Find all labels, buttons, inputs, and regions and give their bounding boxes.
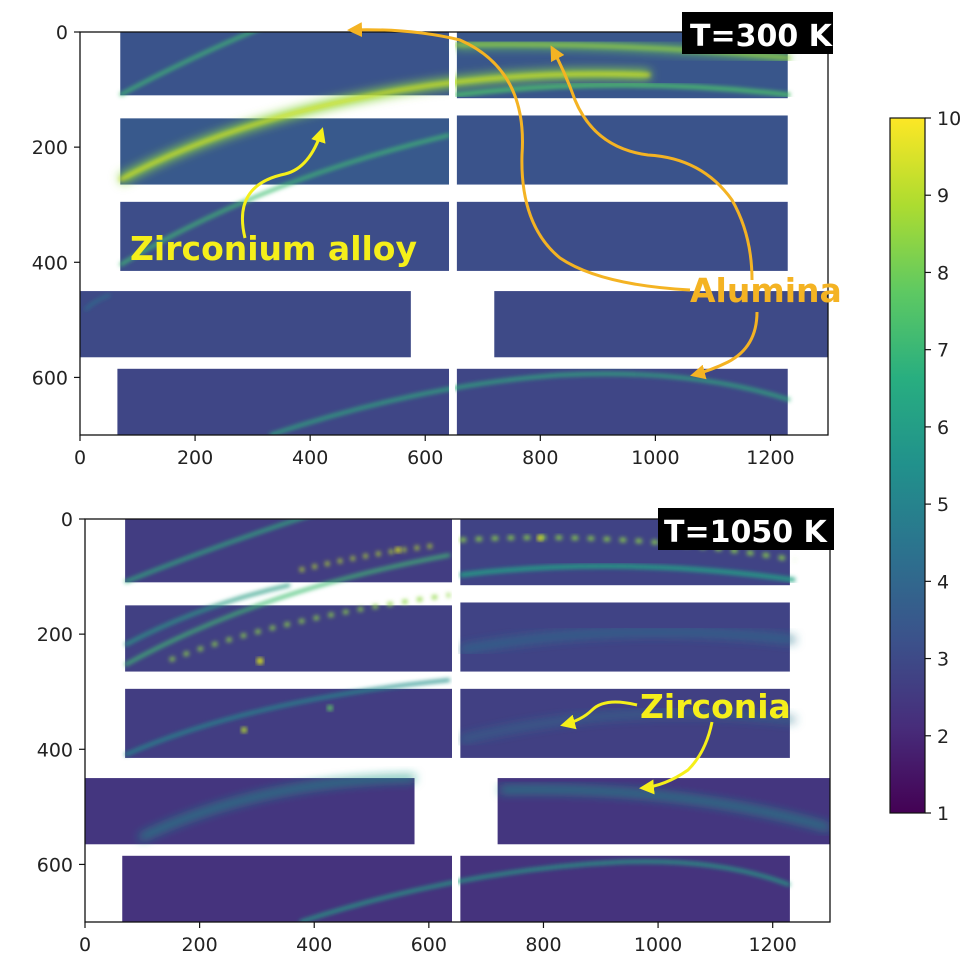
colorbar-tick-label: 4	[937, 571, 949, 593]
x-tick-label: 800	[525, 934, 561, 956]
detector-panel-7	[85, 778, 415, 845]
y-tick-label: 200	[37, 624, 73, 646]
colorbar-tick-label: 10	[937, 108, 961, 130]
y-tick-label: 200	[32, 137, 68, 159]
colorbar-tick-label: 9	[937, 185, 949, 207]
zirconia-label: Zirconia	[640, 687, 791, 726]
detector-panel-10	[460, 855, 790, 922]
y-axis-ticks-top: 0 200 400 600	[32, 22, 80, 389]
detector-panel-6	[460, 688, 790, 758]
x-tick-label: 200	[181, 934, 217, 956]
annotation-zirconium-alloy: Zirconium alloy	[130, 127, 417, 268]
detector-panel-9	[122, 855, 455, 922]
heatmap-t300: 0 200 400 600 800 1000 1200 0 200 400 600 T=300 K	[32, 12, 834, 469]
colorbar-tick-label: 1	[937, 803, 949, 825]
colorbar-tick-label: 7	[937, 340, 949, 362]
y-axis-ticks-bottom: 0 200 400 600	[37, 509, 85, 876]
temperature-badge-300	[682, 12, 833, 54]
detector-panel-10	[456, 368, 788, 435]
y-tick-label: 0	[61, 509, 73, 531]
temperature-badge-1050	[658, 508, 834, 550]
diffraction-rings-bottom	[124, 519, 830, 922]
y-tick-label: 600	[32, 367, 68, 389]
x-tick-label: 1200	[746, 447, 794, 469]
detector-panel-7	[80, 291, 411, 358]
detector-panel-5	[125, 688, 455, 758]
x-tick-label: 0	[79, 934, 91, 956]
temperature-label-300: T=300 K	[690, 19, 834, 54]
x-tick-label: 1200	[749, 934, 797, 956]
colorbar-tick-label: 5	[937, 494, 949, 516]
y-tick-label: 400	[37, 739, 73, 761]
colorbar-tick-label: 8	[937, 262, 949, 284]
colorbar: 1 2 3 4 5 6 7 8 9 10	[889, 108, 961, 825]
detector-panel-6	[456, 201, 788, 271]
annotation-alumina: Alumina	[347, 22, 842, 380]
y-tick-label: 600	[37, 854, 73, 876]
x-tick-label: 200	[177, 447, 213, 469]
x-tick-label: 1000	[634, 934, 682, 956]
y-tick-label: 400	[32, 252, 68, 274]
x-tick-label: 0	[74, 447, 86, 469]
colorbar-ticks: 1 2 3 4 5 6 7 8 9 10	[925, 108, 961, 825]
colorbar-tick-label: 2	[937, 726, 949, 748]
heatmap-t1050: 0 200 400 600 800 1000 1200 0 200 400 600 T=1050 …	[37, 508, 834, 956]
detector-panel-5	[120, 201, 452, 271]
x-tick-label: 600	[411, 934, 447, 956]
x-tick-label: 1000	[631, 447, 679, 469]
x-tick-label: 400	[296, 934, 332, 956]
detector-panel-8	[494, 291, 828, 358]
annotation-zirconia: Zirconia	[560, 687, 791, 795]
colorbar-gradient	[889, 117, 926, 814]
detector-panel-1	[120, 32, 452, 96]
temperature-label-1050: T=1050 K	[664, 515, 829, 550]
x-tick-label: 800	[522, 447, 558, 469]
detector-panel-9	[117, 368, 452, 435]
zirconium-alloy-label: Zirconium alloy	[130, 229, 417, 268]
colorbar-tick-label: 3	[937, 649, 949, 671]
x-axis-ticks-bottom: 0 200 400 600 800 1000 1200	[79, 922, 797, 956]
alumina-label: Alumina	[690, 271, 842, 310]
colorbar-tick-label: 6	[937, 417, 949, 439]
x-tick-label: 400	[292, 447, 328, 469]
y-tick-label: 0	[56, 22, 68, 44]
x-tick-label: 600	[407, 447, 443, 469]
x-axis-ticks-top: 0 200 400 600 800 1000 1200	[74, 435, 795, 469]
